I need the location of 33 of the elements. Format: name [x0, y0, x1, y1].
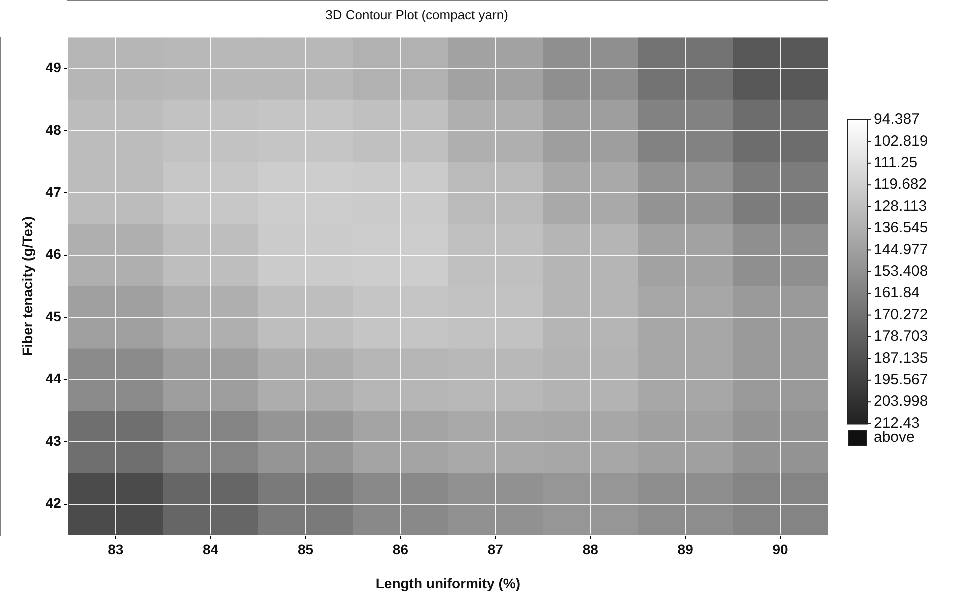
y-tick-label: 46: [46, 246, 62, 262]
color-bar-label: 136.545: [874, 220, 928, 237]
color-bar-label: 111.25: [874, 154, 918, 172]
x-tick-label: 83: [108, 542, 124, 558]
y-axis-title: Fiber tenacity (g/Tex): [19, 216, 36, 356]
color-bar-label: 203.998: [874, 393, 928, 410]
color-bar-label: 178.703: [874, 328, 928, 346]
color-bar-label: 94.387: [874, 111, 920, 128]
color-bar-label: 170.272: [874, 306, 928, 324]
color-bar-label: 195.567: [874, 372, 928, 389]
color-bar-label: 161.84: [874, 284, 920, 302]
y-tick-label: 48: [46, 122, 62, 138]
x-tick-label: 90: [772, 542, 789, 558]
x-tick-label: 85: [298, 542, 314, 558]
color-bar-label: 187.135: [874, 350, 928, 367]
y-tick-label: 44: [46, 370, 62, 387]
color-bar-label: 119.682: [874, 176, 928, 194]
x-tick-label: 87: [488, 542, 504, 558]
color-bar-label: 153.408: [874, 263, 928, 280]
x-tick-label: 86: [392, 542, 409, 558]
x-axis-title: Length uniformity (%): [376, 575, 521, 592]
y-tick-label: 47: [46, 184, 62, 200]
color-bar-label: 144.977: [874, 241, 928, 258]
y-tick-label: 43: [46, 432, 62, 449]
color-bar-label: 128.113: [874, 198, 928, 215]
color-bar-label: 102.819: [874, 132, 928, 150]
y-tick-label: 49: [46, 60, 62, 76]
x-tick-label: 88: [582, 542, 599, 558]
y-tick-label: 42: [46, 495, 62, 512]
x-tick-label: 89: [678, 542, 694, 558]
y-tick-label: 45: [46, 308, 62, 324]
x-tick-label: 84: [203, 542, 219, 558]
chart-title: 3D Contour Plot (compact yarn): [326, 7, 508, 22]
